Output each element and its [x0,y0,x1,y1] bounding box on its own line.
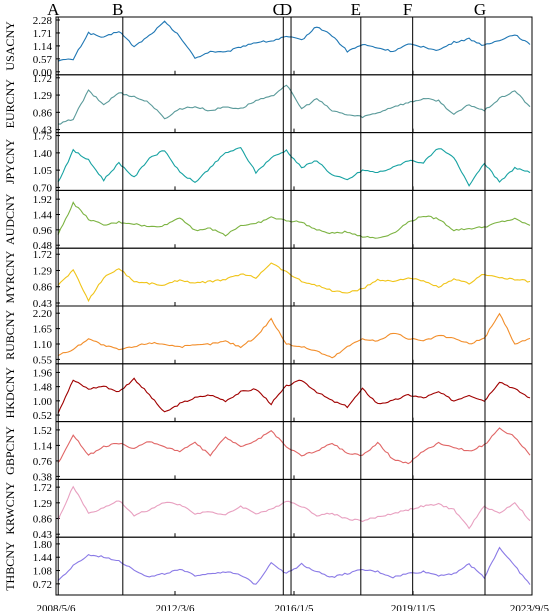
ytick-label: 1.96 [33,367,53,379]
ytick-label: 1.80 [33,539,53,551]
series-label-audcny: AUDCNY [3,193,17,245]
ytick-label: 1.05 [33,165,53,177]
series-line-rubcny [57,312,531,359]
ytick-label: 1.44 [33,210,53,222]
series-line-jpycny [57,146,531,187]
series-line-usacny [57,20,531,62]
ytick-label: 1.71 [33,28,52,40]
ytick-label: 1.29 [33,90,53,102]
event-label-g: G [474,0,486,19]
ytick-label: 0.55 [33,354,53,366]
series-label-thbcny: THBCNY [3,541,17,591]
panel-frame-hkdcny [55,363,533,423]
series-line-gbpcny [57,427,531,465]
ytick-label: 1.29 [33,498,53,510]
ytick-label: 1.72 [33,482,52,494]
ytick-label: 0.96 [33,225,53,237]
ytick-label: 0.86 [33,282,53,294]
xtick-label: 2008/5/6 [36,603,76,611]
series-line-hkdcny [57,377,531,414]
ytick-label: 1.29 [33,265,53,277]
panel-frame-rubcny [55,305,533,365]
ytick-label: 0.76 [33,456,53,468]
series-label-gbpcny: GBPCNY [3,426,17,475]
event-label-b: B [112,0,123,19]
xtick-label: 2019/11/5 [391,603,436,611]
ytick-label: 0.48 [33,240,53,252]
ytick-label: 1.75 [33,131,53,143]
ytick-label: 1.10 [33,339,53,351]
series-label-jpycny: JPYCNY [3,139,17,185]
ytick-label: 1.92 [33,194,52,206]
series-label-hkdcny: HKDCNY [3,367,17,419]
ytick-label: 0.70 [33,182,53,194]
series-line-eurcny [58,84,531,125]
ytick-label: 1.14 [33,41,53,53]
series-label-krwcny: KRWCNY [3,482,17,535]
series-line-thbcny [57,546,531,585]
ytick-label: 1.72 [33,249,52,261]
ytick-label: 2.28 [33,15,53,27]
series-line-krwcny [57,485,531,530]
ytick-label: 1.48 [33,382,53,394]
ytick-label: 1.14 [33,440,53,452]
ytick-label: 0.86 [33,514,53,526]
ytick-label: 0.43 [33,529,53,541]
series-label-eurcny: EURCNY [3,79,17,129]
series-label-usacny: USACNY [3,21,17,71]
panel-frame-jpycny [55,132,533,191]
ytick-label: 0.43 [33,125,53,137]
ytick-label: 0.43 [33,298,53,310]
event-label-d: D [280,0,292,19]
ytick-label: 0.57 [33,54,53,66]
event-label-e: E [351,0,361,19]
panel-frame-usacny [55,16,533,76]
ytick-label: 1.72 [33,73,52,85]
ytick-label: 1.08 [33,566,53,578]
event-label-c: C [273,0,284,19]
ytick-label: 1.52 [33,425,52,437]
panel-frame-eurcny [55,74,533,134]
series-label-rubcny: RUBCNY [3,310,17,360]
ytick-label: 1.00 [33,396,53,408]
panel-frame-audcny [55,189,533,249]
event-label-a: A [47,0,60,19]
xtick-label: 2012/3/6 [155,603,195,611]
ytick-label: 1.44 [33,552,53,564]
ytick-label: 0.38 [33,471,53,483]
ytick-label: 0.00 [33,67,53,79]
ytick-label: 0.72 [33,579,52,591]
xtick-label: 2016/1/5 [274,603,314,611]
ytick-label: 1.40 [33,148,53,160]
ytick-label: 2.20 [33,308,53,320]
xtick-label: 2023/9/5 [510,603,550,611]
ytick-label: 0.86 [33,107,53,119]
ytick-label: 1.65 [33,324,53,336]
event-label-f: F [403,0,412,19]
series-line-myrcny [57,262,531,303]
series-line-audcny [57,201,531,239]
ytick-label: 0.52 [33,410,52,422]
series-label-myrcny: MYRCNY [3,250,17,303]
